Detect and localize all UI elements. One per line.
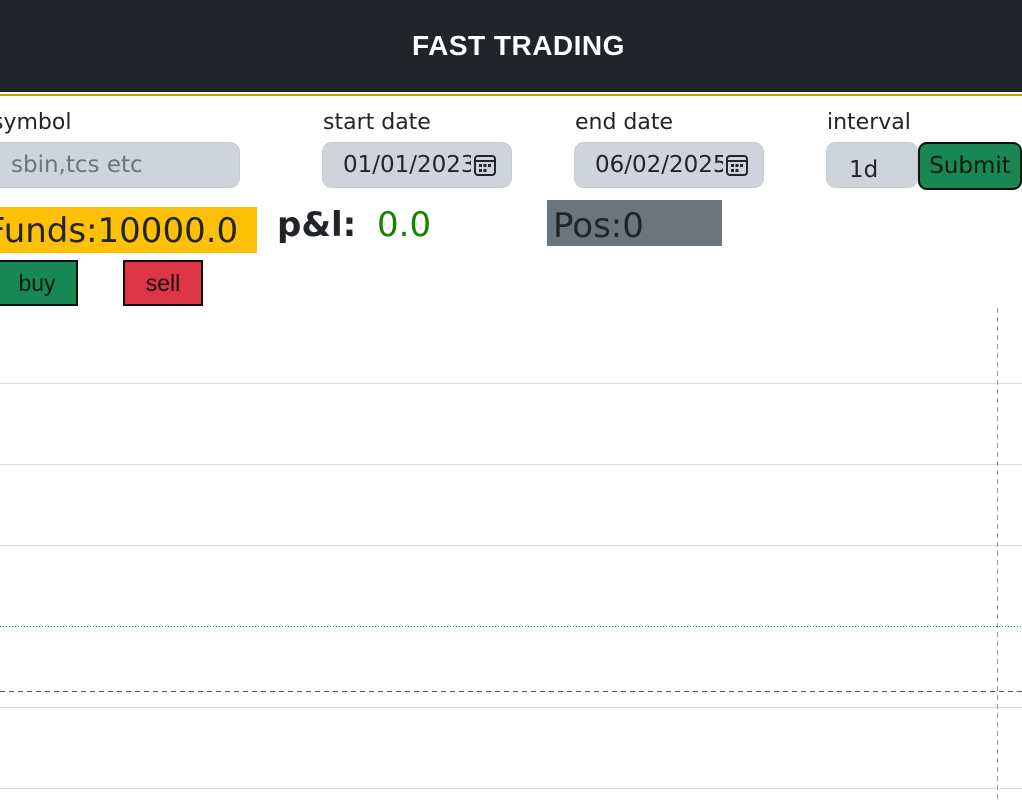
end-date-input[interactable]: 06/02/2025 bbox=[574, 142, 764, 188]
funds-badge: Funds:10000.0 bbox=[0, 207, 257, 253]
start-date-input[interactable]: 01/01/2023 bbox=[322, 142, 512, 188]
position-badge: Pos:0 bbox=[547, 200, 722, 246]
app-header: FAST TRADING bbox=[0, 0, 1022, 92]
end-date-value: 06/02/2025 bbox=[595, 152, 723, 178]
buy-button[interactable]: buy bbox=[0, 260, 78, 306]
pl-label: p&l: bbox=[277, 205, 357, 245]
symbol-label: symbol bbox=[0, 110, 72, 135]
interval-label: interval bbox=[827, 110, 911, 135]
app-title: FAST TRADING bbox=[412, 30, 625, 61]
funds-value: Funds:10000.0 bbox=[0, 211, 239, 251]
price-chart[interactable] bbox=[0, 300, 1022, 803]
symbol-placeholder: sbin,tcs etc bbox=[11, 152, 143, 178]
end-date-label: end date bbox=[575, 110, 674, 135]
interval-value: 1d bbox=[849, 157, 879, 183]
calendar-icon[interactable] bbox=[473, 153, 497, 177]
pl-value: 0.0 bbox=[377, 205, 432, 245]
start-date-label: start date bbox=[323, 110, 431, 135]
start-date-value: 01/01/2023 bbox=[343, 152, 471, 178]
calendar-icon[interactable] bbox=[725, 153, 749, 177]
submit-button[interactable]: Submit bbox=[918, 142, 1022, 190]
interval-input[interactable]: 1d bbox=[826, 142, 918, 188]
symbol-input[interactable]: sbin,tcs etc bbox=[0, 142, 240, 188]
sell-button[interactable]: sell bbox=[123, 260, 203, 306]
header-divider bbox=[0, 94, 1022, 96]
